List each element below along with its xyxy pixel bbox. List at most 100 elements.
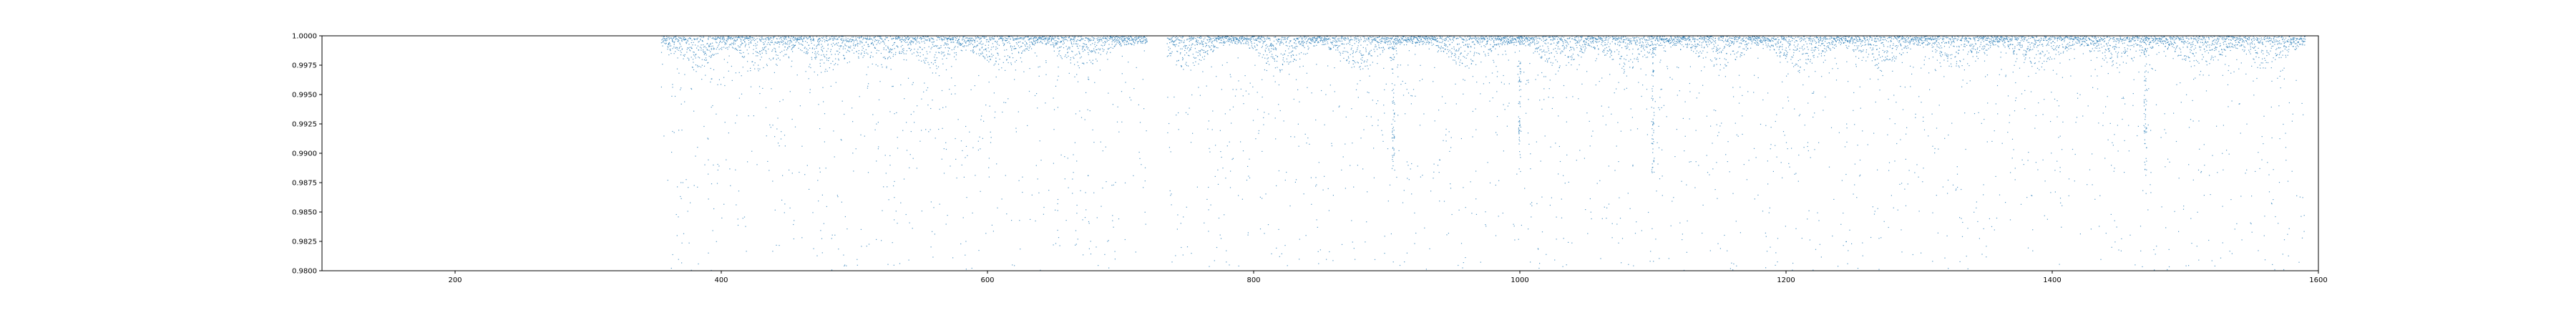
data-point bbox=[1780, 36, 1782, 37]
data-point bbox=[1312, 37, 1314, 39]
data-point bbox=[806, 51, 808, 52]
data-point bbox=[1337, 47, 1339, 48]
data-point bbox=[1133, 44, 1135, 46]
data-point bbox=[1216, 47, 1217, 49]
data-point bbox=[1440, 46, 1442, 47]
data-point bbox=[737, 49, 738, 51]
data-point bbox=[1459, 64, 1460, 66]
data-point bbox=[848, 50, 849, 52]
data-point bbox=[1246, 39, 1248, 41]
data-point bbox=[1623, 66, 1624, 67]
data-point bbox=[1474, 38, 1475, 39]
data-point bbox=[1622, 37, 1624, 38]
data-point bbox=[771, 50, 773, 52]
data-point bbox=[1566, 45, 1568, 47]
data-point bbox=[1752, 36, 1754, 37]
data-point bbox=[1746, 37, 1747, 39]
data-point bbox=[931, 37, 932, 39]
data-point bbox=[1131, 39, 1133, 41]
data-point bbox=[1259, 37, 1261, 39]
data-point bbox=[1062, 37, 1063, 39]
data-point bbox=[1496, 44, 1498, 46]
data-point bbox=[1398, 41, 1400, 42]
data-point bbox=[1561, 45, 1563, 47]
data-point bbox=[719, 40, 721, 42]
data-point bbox=[784, 37, 786, 39]
data-point bbox=[1573, 59, 1574, 60]
data-point bbox=[1750, 47, 1752, 49]
data-point bbox=[1876, 49, 1878, 50]
data-point bbox=[892, 38, 894, 39]
data-point bbox=[1486, 40, 1488, 42]
data-point bbox=[1846, 39, 1848, 42]
data-point bbox=[1274, 60, 1276, 62]
data-point bbox=[1529, 44, 1531, 45]
data-point bbox=[1347, 38, 1349, 39]
data-point bbox=[1859, 38, 1860, 39]
data-point bbox=[1287, 37, 1288, 39]
data-point bbox=[1134, 37, 1136, 39]
data-point bbox=[715, 39, 716, 41]
data-point bbox=[1755, 39, 1757, 41]
data-point bbox=[680, 39, 682, 41]
data-point bbox=[936, 46, 937, 47]
data-point bbox=[1888, 37, 1890, 38]
data-point bbox=[787, 47, 789, 49]
data-point bbox=[1506, 40, 1508, 42]
data-point bbox=[1838, 37, 1840, 38]
data-point bbox=[1085, 37, 1086, 39]
data-point bbox=[940, 47, 942, 48]
data-point bbox=[1720, 51, 1722, 52]
data-point bbox=[1524, 39, 1526, 41]
data-point bbox=[980, 40, 982, 42]
data-point bbox=[1362, 47, 1364, 48]
data-point bbox=[701, 64, 703, 66]
data-point bbox=[1236, 37, 1237, 39]
data-point bbox=[1715, 51, 1717, 52]
data-point bbox=[1286, 41, 1287, 42]
data-point bbox=[1828, 42, 1830, 44]
data-point bbox=[1741, 43, 1742, 44]
data-point bbox=[1036, 37, 1038, 39]
data-point bbox=[1770, 40, 1771, 42]
data-point bbox=[1252, 48, 1254, 49]
data-point bbox=[1216, 41, 1218, 42]
data-point bbox=[1886, 50, 1888, 52]
data-point bbox=[1480, 46, 1482, 47]
data-point bbox=[1556, 36, 1558, 37]
data-point bbox=[1805, 53, 1806, 54]
data-point bbox=[1194, 57, 1196, 59]
data-point bbox=[1138, 37, 1139, 39]
data-point bbox=[1063, 37, 1064, 39]
data-point bbox=[957, 42, 959, 43]
data-point bbox=[1619, 45, 1620, 47]
data-point bbox=[1590, 38, 1591, 39]
data-point bbox=[1093, 37, 1095, 39]
data-point bbox=[863, 37, 864, 39]
data-point bbox=[1489, 49, 1491, 51]
data-point bbox=[977, 44, 978, 46]
data-point bbox=[1023, 39, 1025, 40]
data-point bbox=[1290, 54, 1292, 57]
data-point bbox=[1694, 46, 1696, 47]
data-point bbox=[1368, 52, 1370, 54]
data-point bbox=[912, 38, 914, 39]
data-point bbox=[1808, 40, 1810, 42]
data-point bbox=[795, 37, 796, 39]
data-point bbox=[1002, 39, 1004, 41]
data-point bbox=[1659, 36, 1661, 37]
data-point bbox=[1219, 37, 1221, 39]
data-point bbox=[1679, 40, 1682, 42]
data-point bbox=[1098, 52, 1099, 54]
data-point bbox=[1314, 37, 1315, 39]
data-point bbox=[1407, 39, 1409, 41]
data-point bbox=[1604, 37, 1606, 39]
data-point bbox=[1418, 40, 1420, 42]
data-point bbox=[1453, 40, 1454, 42]
data-point bbox=[1208, 37, 1209, 38]
data-point bbox=[1508, 42, 1510, 44]
data-point bbox=[1222, 37, 1224, 39]
data-point bbox=[1447, 36, 1448, 37]
data-point bbox=[836, 50, 837, 52]
data-point bbox=[870, 55, 872, 57]
